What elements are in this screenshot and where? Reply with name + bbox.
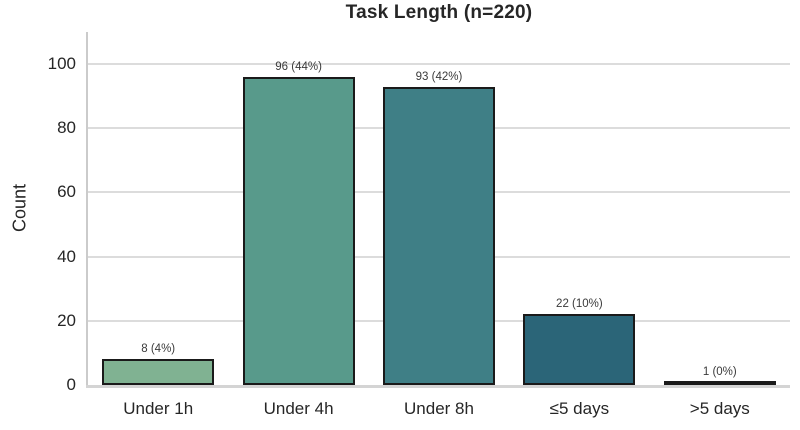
plot-area: 8 (4%) 96 (44%) 93 (42%) 22 (10%) 1 (0%)	[86, 32, 790, 388]
x-axis-spine	[86, 385, 790, 388]
y-tick-label: 20	[57, 310, 76, 330]
y-axis-spine	[86, 32, 88, 388]
x-tick-label: Under 4h	[263, 399, 334, 418]
y-tick-label: 100	[47, 54, 76, 74]
y-tick-label: 60	[57, 182, 76, 202]
bar-Under 4h	[242, 76, 355, 385]
x-tick-label: Under 1h	[123, 399, 194, 418]
x-tick-label: Under 8h	[404, 399, 474, 418]
chart-title: Task Length (n=220)	[345, 2, 533, 23]
bar-value-label: 22 (10%)	[556, 298, 603, 311]
y-tick-label: 80	[57, 118, 76, 138]
x-tick-label: >5 days	[689, 399, 750, 418]
bar-value-label: 8 (4%)	[141, 343, 176, 356]
bar->5 days	[663, 381, 776, 385]
bar-value-label: 1 (0%)	[702, 365, 737, 378]
bar-Under 1h	[102, 359, 215, 385]
x-tick-label: ≤5 days	[549, 399, 610, 418]
bar-≤5 days	[523, 314, 636, 385]
y-tick-label: 40	[57, 246, 76, 266]
bar-value-label: 93 (42%)	[415, 70, 463, 83]
bar-Under 8h	[383, 86, 495, 385]
gridline	[88, 63, 790, 66]
bar-value-label: 96 (44%)	[275, 60, 322, 73]
y-tick-label: 0	[66, 375, 76, 394]
